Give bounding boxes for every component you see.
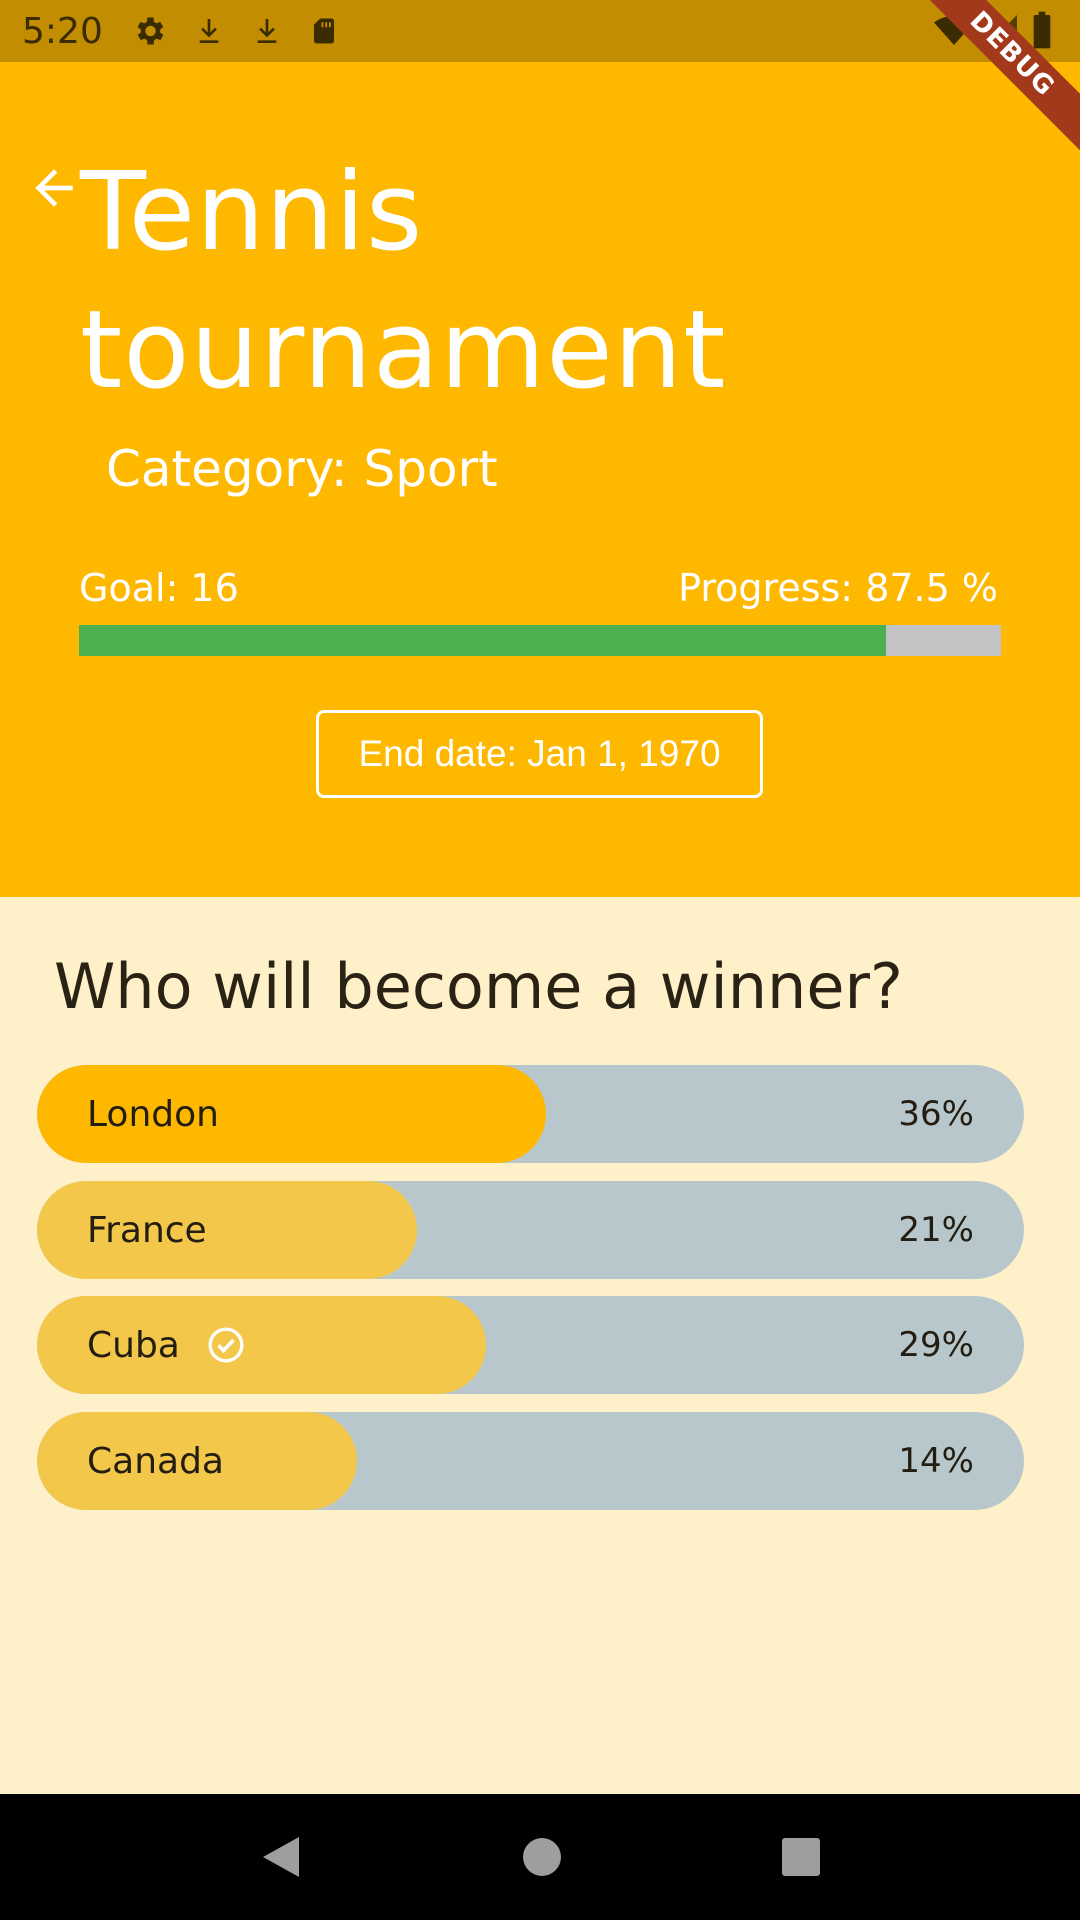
sd-card-icon	[309, 13, 339, 49]
download-icon	[193, 13, 225, 49]
poll-option-label-text: Cuba	[87, 1324, 180, 1366]
gear-icon	[131, 13, 167, 49]
back-button[interactable]	[26, 160, 82, 216]
status-time: 5:20	[22, 10, 103, 52]
recents-square-icon[interactable]	[781, 1837, 821, 1877]
poll-option-label: Canada	[87, 1440, 224, 1482]
page-title: Tennis tournament	[80, 150, 727, 413]
poll-option-london[interactable]: London 36%	[37, 1065, 1024, 1163]
status-bar: 5:20	[0, 0, 1080, 62]
poll-option-label: London	[87, 1093, 219, 1135]
check-circle-icon	[206, 1325, 246, 1365]
battery-icon	[1030, 10, 1054, 54]
poll-option-canada[interactable]: Canada 14%	[37, 1412, 1024, 1510]
progress-bar-fill	[79, 625, 886, 656]
back-triangle-icon[interactable]	[259, 1833, 303, 1881]
download-icon	[251, 13, 283, 49]
poll-option-label: France	[87, 1209, 207, 1251]
poll-option-percent: 14%	[898, 1441, 974, 1481]
poll-option-label: Cuba	[87, 1296, 246, 1394]
home-circle-icon[interactable]	[522, 1837, 562, 1877]
poll-option-fill	[37, 1296, 486, 1394]
poll-option-france[interactable]: France 21%	[37, 1181, 1024, 1279]
progress-bar	[79, 625, 1001, 656]
arrow-back-icon	[35, 169, 73, 207]
poll-option-percent: 36%	[898, 1094, 974, 1134]
goal-label: Goal: 16	[79, 566, 239, 610]
poll-option-fill	[37, 1065, 546, 1163]
poll-option-fill	[37, 1181, 417, 1279]
progress-label: Progress: 87.5 %	[678, 566, 998, 610]
category-label: Category: Sport	[106, 440, 498, 498]
system-nav-bar	[0, 1794, 1080, 1920]
goal-header: Tennis tournament Category: Sport Goal: …	[0, 62, 1080, 897]
poll-option-fill	[37, 1412, 357, 1510]
poll-option-percent: 21%	[898, 1210, 974, 1250]
poll-option-percent: 29%	[898, 1325, 974, 1365]
end-date-button[interactable]: End date: Jan 1, 1970	[316, 710, 763, 798]
poll-question: Who will become a winner?	[54, 950, 903, 1023]
poll-option-cuba[interactable]: Cuba 29%	[37, 1296, 1024, 1394]
